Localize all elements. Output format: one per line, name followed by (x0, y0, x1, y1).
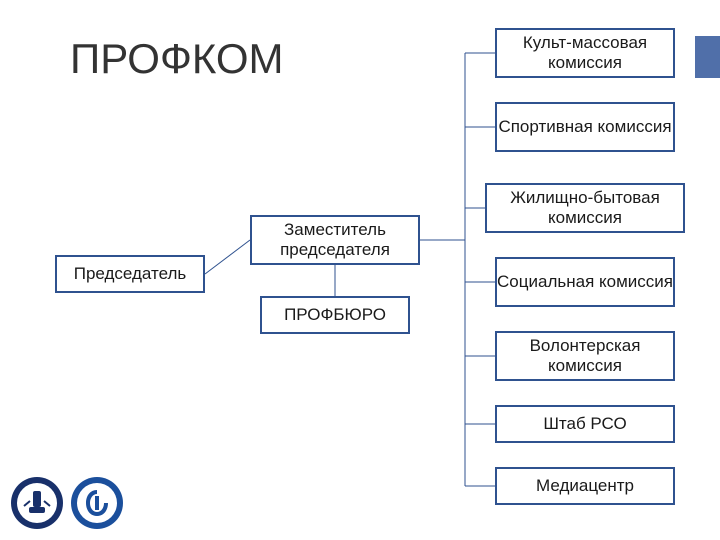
node-culture: Культ-массовая комиссия (495, 28, 675, 78)
logos (10, 476, 124, 530)
node-media: Медиацентр (495, 467, 675, 505)
node-label: Председатель (74, 264, 187, 284)
node-social: Социальная комиссия (495, 257, 675, 307)
node-label: Медиацентр (536, 476, 634, 496)
node-housing: Жилищно-бытовая комиссия (485, 183, 685, 233)
node-label: Заместитель председателя (252, 220, 418, 259)
node-label: Культ-массовая комиссия (497, 33, 673, 72)
logo-1-icon (10, 476, 64, 530)
page-title: ПРОФКОМ (70, 35, 284, 83)
node-deputy: Заместитель председателя (250, 215, 420, 265)
node-volunteer: Волонтерская комиссия (495, 331, 675, 381)
node-label: Жилищно-бытовая комиссия (487, 188, 683, 227)
node-label: Волонтерская комиссия (497, 336, 673, 375)
slide-root: { "title": { "text": "ПРОФКОМ", "x": 70,… (0, 0, 720, 540)
node-rso: Штаб РСО (495, 405, 675, 443)
logo-2-icon (70, 476, 124, 530)
node-sport: Спортивная комиссия (495, 102, 675, 152)
node-label: Социальная комиссия (497, 272, 673, 292)
accent-tab (695, 36, 720, 78)
node-label: Штаб РСО (543, 414, 626, 434)
node-label: Спортивная комиссия (498, 117, 671, 137)
node-chair: Председатель (55, 255, 205, 293)
node-buro: ПРОФБЮРО (260, 296, 410, 334)
node-label: ПРОФБЮРО (284, 305, 386, 325)
